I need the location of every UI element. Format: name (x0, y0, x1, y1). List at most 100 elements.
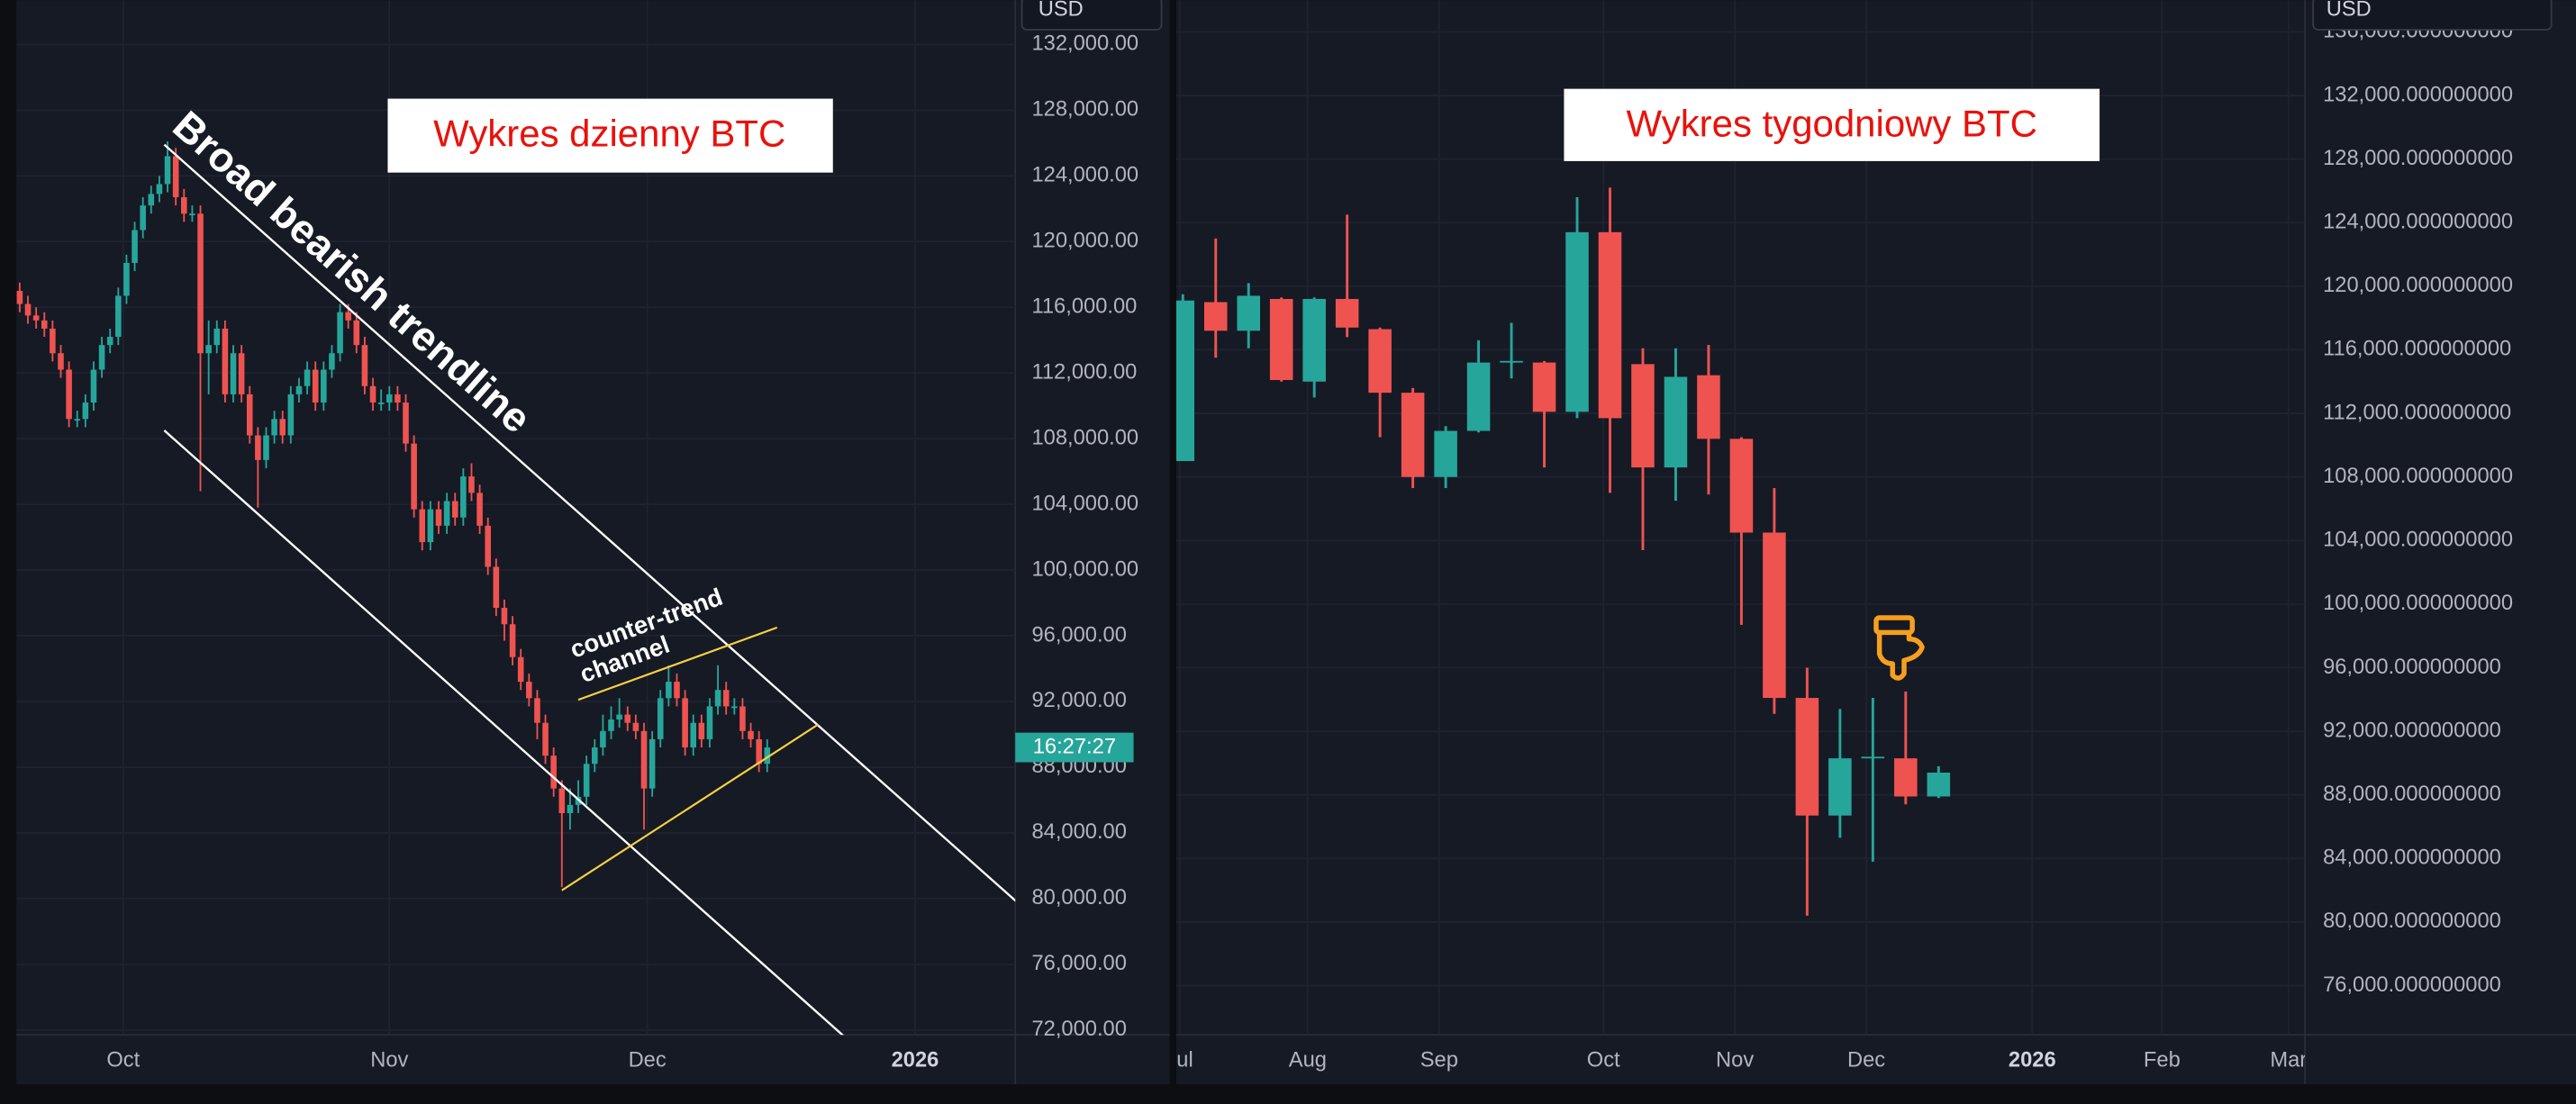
candle-body (1861, 756, 1885, 759)
candle-body (255, 435, 261, 460)
candle-body (1795, 698, 1819, 816)
candle-body (649, 738, 656, 789)
candle-body (1598, 231, 1622, 419)
x-tick-label: Dec (629, 1049, 667, 1072)
candle-body (1664, 376, 1688, 468)
trendline (163, 143, 1016, 902)
x-tick-label: Oct (106, 1049, 140, 1072)
candle-body (419, 509, 426, 543)
title-box (387, 98, 833, 173)
y-tick-label: 100,000.00 (1031, 557, 1138, 581)
candle-body (197, 213, 204, 354)
candle-body (1532, 362, 1556, 412)
currency-label: USD (1039, 0, 1084, 21)
candle-body (624, 714, 631, 723)
candle-body (1175, 300, 1195, 462)
candle-body (345, 312, 351, 321)
candle-body (205, 345, 212, 354)
candle-body (1335, 298, 1359, 328)
y-tick-label: 76,000.000000000 (2323, 973, 2501, 997)
candle-body (140, 205, 146, 231)
candle-body (271, 419, 277, 436)
chart-title: Wykres dzienny BTC (433, 113, 785, 155)
candle-body (295, 385, 303, 394)
y-tick-label: 76,000.00 (1031, 952, 1126, 975)
candle-body (640, 730, 648, 789)
x-tick-label: 2026 (2009, 1049, 2056, 1072)
candle-body (558, 788, 566, 814)
y-tick-label: 116,000.000000000 (2323, 338, 2511, 361)
candle-body (395, 394, 401, 403)
candle-body (722, 690, 730, 707)
candle-body (1763, 532, 1786, 699)
candle-body (337, 312, 343, 354)
candle-body (567, 804, 574, 814)
candle-body (526, 682, 532, 699)
candle-body (1434, 430, 1457, 477)
y-tick-label: 96,000.00 (1031, 623, 1126, 647)
y-tick-label: 80,000.000000000 (2323, 909, 2501, 933)
y-tick-label: 96,000.000000000 (2323, 656, 2501, 679)
x-tick-label: Dec (1847, 1049, 1885, 1072)
candle-body (468, 476, 475, 493)
candle-body (1237, 295, 1260, 331)
candle-body (403, 403, 409, 444)
candle-body (123, 262, 130, 296)
candle-body (632, 722, 639, 731)
candle-body (32, 315, 40, 321)
candle-body (591, 747, 598, 765)
candle-body (246, 394, 253, 436)
candle-body (756, 738, 762, 765)
y-tick-label: 104,000.000000000 (2323, 529, 2513, 552)
candle-body (600, 730, 606, 748)
candle-body (132, 230, 138, 263)
candle-body (476, 493, 483, 526)
hand-icon (1873, 615, 1925, 681)
candle-body (682, 698, 688, 748)
candle-body (550, 756, 557, 789)
candle-body (361, 345, 368, 386)
candle-body (542, 722, 549, 756)
y-tick-label: 128,000.00 (1031, 98, 1138, 122)
candle-body (435, 509, 442, 526)
candle-body (279, 419, 286, 436)
y-tick-label: 132,000.000000000 (2323, 83, 2513, 106)
channel-line (577, 626, 778, 701)
candle-body (427, 509, 434, 543)
candle-body (501, 608, 508, 625)
candle-body (509, 624, 516, 657)
candle-body (386, 394, 393, 403)
x-tick-label: 2026 (892, 1049, 939, 1072)
candle-body (287, 394, 295, 436)
candle-body (706, 706, 713, 739)
candle-body (608, 719, 614, 731)
candle-body (748, 730, 754, 739)
candle-body (583, 764, 590, 797)
candle-body (329, 353, 335, 370)
candle-body (304, 369, 311, 386)
countdown-label: 16:27:27 (1033, 735, 1116, 758)
candle-body (1302, 298, 1326, 382)
x-tick-label: Feb (2144, 1049, 2181, 1072)
y-tick-label: 112,000.00 (1031, 360, 1137, 384)
candle-body (690, 722, 697, 748)
y-tick-label: 128,000.000000000 (2323, 147, 2513, 170)
trendlines (163, 143, 1016, 1036)
weekly-panel (1175, 0, 2576, 1084)
y-tick-label: 108,000.000000000 (2323, 465, 2513, 488)
overlay: Wykres dzienny BTC Wykres tygodniowy BTC… (163, 0, 2553, 1036)
y-tick-label: 120,000.000000000 (2323, 274, 2513, 297)
candle-body (1203, 302, 1228, 331)
candle-body (1828, 758, 1852, 816)
candle-body (1729, 439, 1754, 533)
candle-body (66, 369, 72, 420)
candle-body (1466, 362, 1491, 431)
y-tick-label: 132,000.00 (1031, 32, 1138, 56)
y-tick-label: 84,000.000000000 (2323, 846, 2501, 870)
candle-body (1500, 360, 1523, 363)
candle-body (1631, 364, 1655, 468)
candle-body (517, 656, 524, 683)
y-tick-label: 124,000.00 (1031, 164, 1138, 187)
candle-body (666, 682, 672, 699)
